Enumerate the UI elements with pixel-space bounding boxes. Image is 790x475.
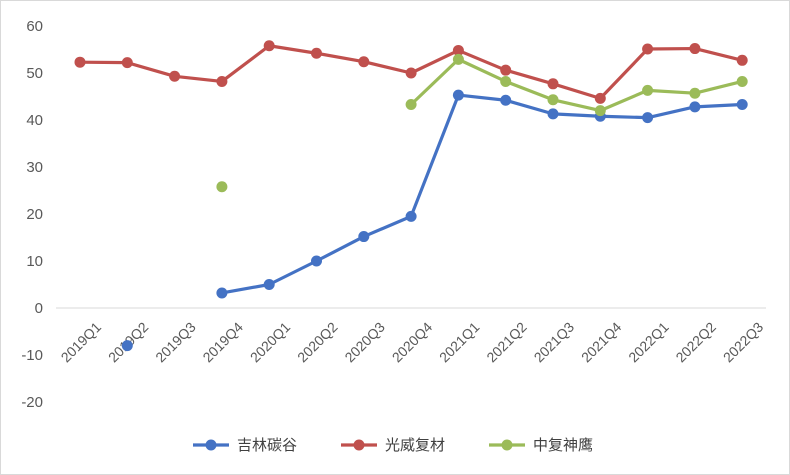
legend-item: 吉林碳谷 bbox=[193, 436, 297, 454]
data-point bbox=[594, 105, 606, 117]
series-2 bbox=[216, 53, 748, 193]
x-tick-label: 2022Q1 bbox=[625, 319, 672, 366]
legend-label: 中复神鹰 bbox=[533, 436, 593, 454]
legend-swatch-marker bbox=[205, 439, 217, 451]
x-tick-label: 2019Q1 bbox=[58, 319, 105, 366]
data-point bbox=[642, 84, 654, 96]
data-point bbox=[121, 57, 133, 69]
y-tick-label: -20 bbox=[21, 394, 43, 411]
series-1 bbox=[74, 40, 748, 104]
y-tick-label: 40 bbox=[26, 112, 43, 129]
data-point bbox=[452, 44, 464, 56]
x-tick-label: 2022Q2 bbox=[672, 319, 719, 366]
y-tick-label: -10 bbox=[21, 347, 43, 364]
legend-item: 光威复材 bbox=[341, 436, 445, 454]
legend: 吉林碳谷 光威复材 中复神鹰 bbox=[193, 436, 593, 454]
data-point bbox=[216, 75, 228, 87]
legend-item: 中复神鹰 bbox=[489, 436, 593, 454]
data-point bbox=[500, 64, 512, 76]
x-tick-label: 2019Q3 bbox=[152, 319, 199, 366]
data-point bbox=[689, 43, 701, 55]
x-tick-label: 2021Q2 bbox=[483, 319, 530, 366]
data-point bbox=[642, 112, 654, 124]
x-tick-label: 2020Q4 bbox=[389, 319, 436, 366]
y-tick-label: 20 bbox=[26, 206, 43, 223]
data-point bbox=[405, 98, 417, 110]
y-tick-label: 50 bbox=[26, 65, 43, 82]
data-point bbox=[311, 47, 322, 59]
data-point bbox=[263, 279, 275, 290]
data-point bbox=[121, 340, 133, 352]
data-point bbox=[74, 56, 86, 68]
data-point bbox=[547, 78, 559, 90]
data-point bbox=[216, 287, 228, 299]
legend-label: 吉林碳谷 bbox=[237, 436, 297, 454]
y-axis: -20 -10 0 10 20 30 40 50 60 bbox=[21, 18, 43, 411]
data-point bbox=[594, 92, 606, 104]
data-point bbox=[452, 89, 464, 101]
data-point bbox=[642, 43, 654, 55]
data-point bbox=[547, 94, 559, 106]
x-tick-label: 2019Q4 bbox=[199, 319, 246, 366]
data-point bbox=[500, 94, 512, 106]
legend-swatch-marker bbox=[501, 439, 513, 451]
x-tick-label: 2022Q3 bbox=[720, 319, 767, 366]
data-point bbox=[216, 181, 228, 193]
series-0 bbox=[121, 89, 748, 352]
y-tick-label: 30 bbox=[26, 159, 43, 176]
data-point bbox=[736, 54, 748, 66]
x-tick-label: 2021Q4 bbox=[578, 319, 625, 366]
x-tick-label: 2020Q2 bbox=[294, 319, 341, 366]
data-point bbox=[263, 40, 275, 52]
series-line bbox=[409, 57, 744, 113]
x-tick-label: 2021Q1 bbox=[436, 319, 483, 366]
data-point bbox=[736, 98, 748, 110]
x-axis: 2019Q12019Q22019Q32019Q42020Q12020Q22020… bbox=[56, 307, 767, 366]
legend-swatch-marker bbox=[353, 439, 365, 451]
y-tick-label: 0 bbox=[35, 300, 43, 317]
data-point bbox=[358, 231, 370, 243]
data-point bbox=[452, 53, 464, 65]
data-point bbox=[311, 255, 322, 267]
data-point bbox=[358, 56, 370, 68]
series-line bbox=[220, 93, 744, 295]
x-tick-label: 2021Q3 bbox=[531, 319, 578, 366]
data-point bbox=[405, 210, 417, 222]
data-point bbox=[500, 75, 512, 87]
data-point bbox=[736, 75, 748, 87]
data-point bbox=[547, 108, 559, 120]
legend-label: 光威复材 bbox=[385, 436, 445, 454]
data-point bbox=[689, 87, 701, 99]
data-point bbox=[169, 70, 181, 82]
data-point bbox=[405, 67, 417, 79]
x-tick-label: 2020Q1 bbox=[247, 319, 294, 366]
y-tick-label: 10 bbox=[26, 253, 43, 270]
y-tick-label: 60 bbox=[26, 18, 43, 35]
data-point bbox=[689, 101, 701, 113]
x-tick-label: 2020Q3 bbox=[341, 319, 388, 366]
plot-area bbox=[74, 40, 748, 352]
